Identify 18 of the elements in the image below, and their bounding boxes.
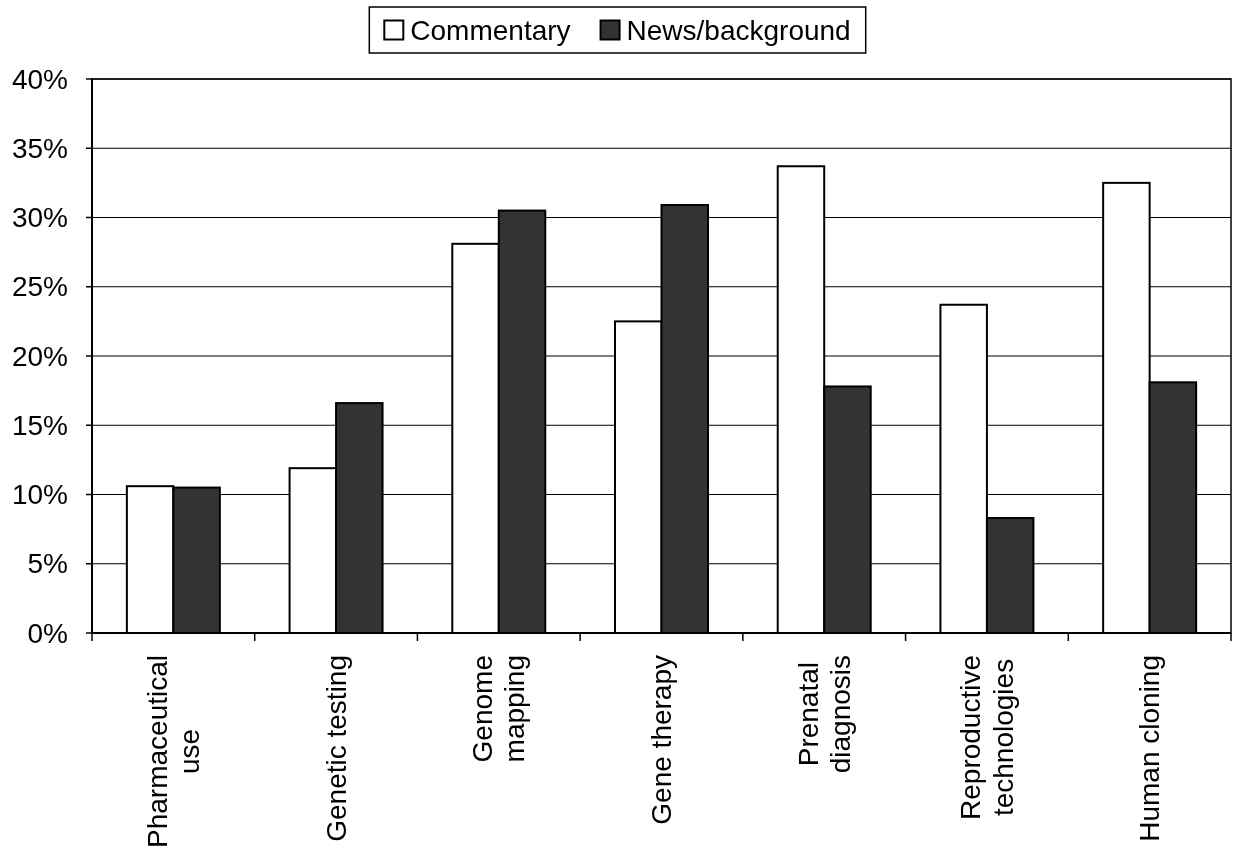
y-tick-label: 15%: [11, 409, 68, 441]
x-tick-label: Gene therapy: [646, 655, 677, 825]
y-tick-label: 10%: [11, 479, 68, 510]
y-tick-label: 40%: [11, 63, 68, 95]
x-tick-label: Prenatal diagnosis: [792, 655, 856, 774]
x-tick-label: Genome mapping: [467, 655, 531, 763]
y-tick-label: 20%: [11, 340, 68, 372]
y-tick-label: 30%: [11, 202, 68, 233]
x-tick-label: Reproductive technologies: [955, 655, 1019, 820]
y-tick-label: 25%: [11, 271, 68, 303]
x-tick-label: Genetic testing: [320, 655, 352, 842]
legend-label: Commentary: [410, 14, 571, 46]
x-tick-label: Pharmaceutical use: [141, 655, 205, 848]
y-tick-label: 0%: [27, 617, 68, 649]
x-tick-label: Human cloning: [1134, 655, 1166, 842]
y-tick-label: 5%: [27, 548, 68, 580]
y-tick-label: 35%: [11, 132, 68, 164]
legend-label: News/background: [626, 14, 851, 46]
